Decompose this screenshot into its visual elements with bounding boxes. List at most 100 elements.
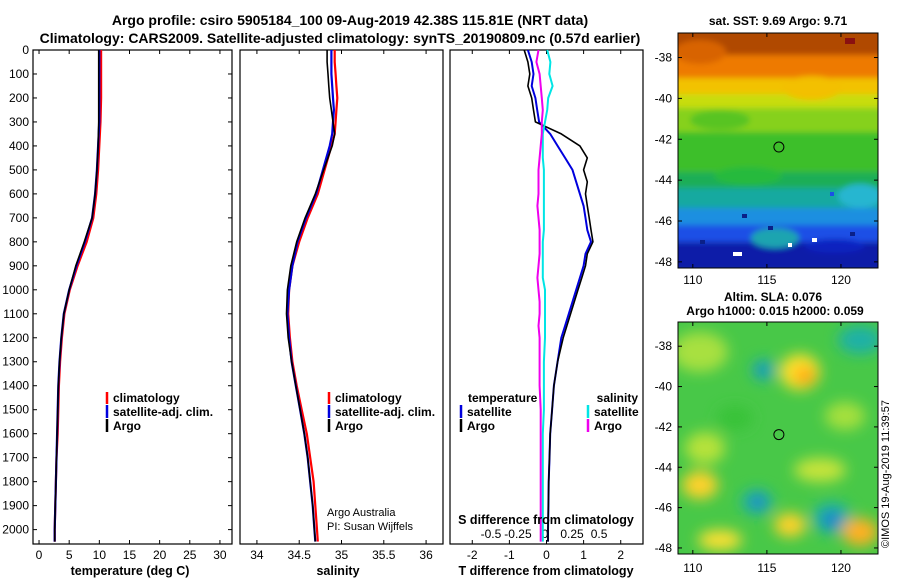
map-lat-tick-label: -40 <box>655 380 673 394</box>
legend-salinity-title: salinity <box>597 391 639 405</box>
map-lat-tick-label: -48 <box>655 255 673 269</box>
x-tick-label: 10 <box>93 548 107 562</box>
x-tick-label: 0 <box>543 548 550 562</box>
depth-tick-label: 600 <box>9 187 29 201</box>
legend-climatology-label: climatology <box>113 391 180 405</box>
temperature-panel: 0100200300400500600700800900100011001200… <box>2 43 233 578</box>
x-tick-label: 36 <box>419 548 433 562</box>
map-lon-tick-label: 120 <box>831 561 851 575</box>
map-lon-tick-label: 115 <box>757 561 776 575</box>
series-line-s-argo <box>535 49 544 542</box>
map-lat-tick-label: -42 <box>655 132 673 146</box>
depth-tick-label: 1300 <box>2 355 29 369</box>
depth-tick-label: 1700 <box>2 451 29 465</box>
x-tick-label: 35.5 <box>372 548 396 562</box>
legend-t-satellite-label: satellite <box>467 405 512 419</box>
x-tick-label: 0 <box>36 548 43 562</box>
map-lat-tick-label: -46 <box>655 214 673 228</box>
map-lat-tick-label: -44 <box>655 173 673 187</box>
depth-tick-label: 1400 <box>2 379 29 393</box>
depth-tick-label: 800 <box>9 235 29 249</box>
sst-map: 110 115 120 -38 -40 -42 -44 -46 -48 <box>655 32 879 287</box>
salinity-panel: 34 34.5 35 35.5 36 salinity climatology sate… <box>239 49 444 578</box>
map-lat-tick-label: -38 <box>655 339 673 353</box>
depth-tick-label: 500 <box>9 163 29 177</box>
depth-tick-label: 900 <box>9 259 29 273</box>
map-lat-tick-label: -48 <box>655 541 673 555</box>
depth-tick-label: 100 <box>9 67 29 81</box>
depth-tick-label: 700 <box>9 211 29 225</box>
depth-tick-label: 1500 <box>2 403 29 417</box>
salinity-plot-frame <box>239 49 444 545</box>
map-lon-tick-label: 120 <box>831 273 851 287</box>
x-tick-label: 1 <box>580 548 587 562</box>
sla-map-argo-marker <box>773 429 785 441</box>
difference-panel: -2 -1 0 1 2 -0.5 -0.25 0 0.25 0.5 T difference fr… <box>449 49 644 578</box>
sst-map-specks <box>700 38 855 256</box>
legend-satellite-label: satellite-adj. clim. <box>113 405 213 419</box>
depth-tick-label: 0 <box>22 43 29 57</box>
difference-plot-frame <box>449 49 644 545</box>
depth-tick-label: 1800 <box>2 475 29 489</box>
series-line-t-argo <box>523 49 594 542</box>
sst-map-argo-marker <box>773 141 785 153</box>
legend-climatology-label: climatology <box>335 391 402 405</box>
depth-tick-label: 400 <box>9 139 29 153</box>
map-lon-tick-label: 110 <box>683 561 702 575</box>
sla-map-frame <box>677 321 879 555</box>
x-tick-label: 35 <box>335 548 349 562</box>
sla-map-subtitle: Argo h1000: 0.015 h2000: 0.059 <box>686 304 864 318</box>
depth-tick-label: 1900 <box>2 499 29 513</box>
depth-tick-label: 1000 <box>2 283 29 297</box>
difference-xlabel: T difference from climatology <box>458 564 633 578</box>
map-lat-tick-label: -46 <box>655 501 673 515</box>
credit-line1: Argo Australia <box>327 507 396 519</box>
x-tick-label: 15 <box>123 548 137 562</box>
salinity-legend: climatology satellite-adj. clim. Argo <box>327 391 435 433</box>
x-tick-label: 2 <box>617 548 624 562</box>
salinity-xlabel: salinity <box>316 564 359 578</box>
credit-line2: PI: Susan Wijffels <box>327 521 413 533</box>
imos-timestamp: ©IMOS 19-Aug-2019 11:39:57 <box>880 400 892 548</box>
map-lat-tick-label: -38 <box>655 51 673 65</box>
figure-title-line1: Argo profile: csiro 5905184_100 09-Aug-2… <box>112 12 588 28</box>
depth-tick-label: 1600 <box>2 427 29 441</box>
sst-map-frame <box>677 32 879 269</box>
x-tick-label: -2 <box>467 548 478 562</box>
map-lat-tick-label: -44 <box>655 460 673 474</box>
s-diff-tick-label: 0.25 <box>560 527 584 541</box>
map-lat-tick-label: -40 <box>655 91 673 105</box>
s-diff-tick-label: -0.5 <box>481 527 502 541</box>
series-line-argo <box>285 50 336 542</box>
x-tick-label: 34 <box>250 548 264 562</box>
depth-tick-label: 2000 <box>2 523 29 537</box>
legend-temperature-title: temperature <box>468 391 538 405</box>
legend-argo-label: Argo <box>113 419 141 433</box>
legend-argo-label: Argo <box>335 419 363 433</box>
depth-tick-label: 1200 <box>2 331 29 345</box>
figure-title-line2: Climatology: CARS2009. Satellite-adjuste… <box>40 30 641 46</box>
x-tick-label: 34.5 <box>288 548 312 562</box>
map-lat-tick-label: -42 <box>655 420 673 434</box>
sla-map-title: Altim. SLA: 0.076 <box>724 290 822 304</box>
depth-tick-label: 1100 <box>3 307 29 321</box>
map-lon-tick-label: 110 <box>683 273 702 287</box>
s-diff-tick-label: -0.25 <box>504 527 532 541</box>
x-tick-label: 30 <box>213 548 227 562</box>
sst-map-field <box>678 33 878 268</box>
legend-s-argo-label: Argo <box>594 419 622 433</box>
sst-map-title: sat. SST: 9.69 Argo: 9.71 <box>709 14 848 28</box>
sla-map-field <box>678 326 878 550</box>
depth-tick-label: 300 <box>9 115 29 129</box>
x-tick-label: 5 <box>66 548 73 562</box>
temperature-legend: climatology satellite-adj. clim. Argo <box>105 391 213 433</box>
x-tick-label: 25 <box>183 548 197 562</box>
series-line-argo <box>53 50 100 542</box>
s-diff-tick-label: 0.5 <box>591 527 608 541</box>
series-line-s-satellite <box>541 49 554 542</box>
map-lon-tick-label: 115 <box>757 273 776 287</box>
temperature-plot-frame <box>32 49 233 545</box>
depth-tick-label: 200 <box>9 91 29 105</box>
legend-s-satellite-label: satellite <box>594 405 639 419</box>
